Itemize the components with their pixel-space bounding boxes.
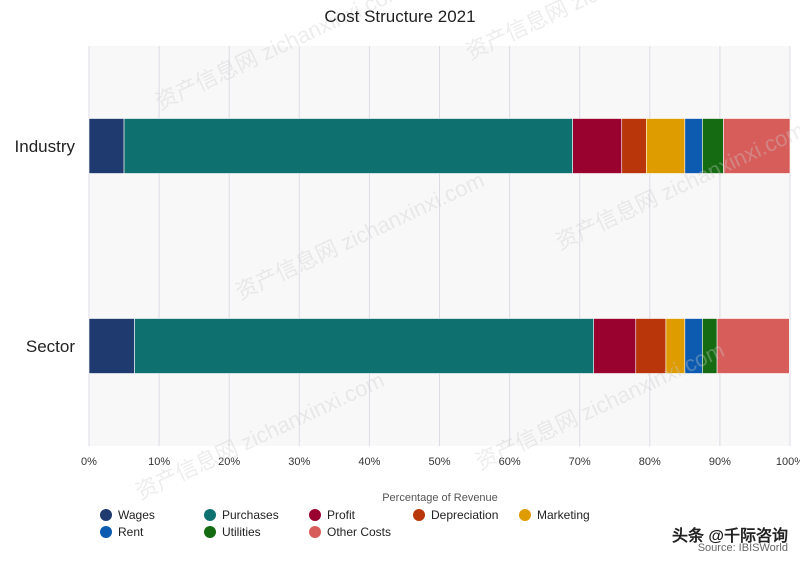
x-tick-label: 80% <box>639 456 661 468</box>
bar-segment-profit <box>593 318 637 374</box>
x-tick-label: 10% <box>148 456 170 468</box>
x-tick-label: 0% <box>81 456 97 468</box>
brand-text: 头条 @千际咨询 <box>672 526 788 545</box>
bar-segment-marketing <box>645 118 686 174</box>
legend-label: Utilities <box>222 525 261 539</box>
grid-lines <box>88 46 791 446</box>
legend-label: Depreciation <box>431 508 498 522</box>
legend-swatch <box>204 526 216 538</box>
legend-swatch <box>519 509 531 521</box>
legend-label: Other Costs <box>327 525 391 539</box>
bar-segment-depreciation <box>621 118 647 174</box>
x-tick-label: 70% <box>569 456 591 468</box>
x-tick-label: 90% <box>709 456 731 468</box>
category-label: Industry <box>15 137 76 156</box>
legend-swatch <box>100 509 112 521</box>
bar-segment-depreciation <box>635 318 667 374</box>
x-tick-label: 40% <box>358 456 380 468</box>
legend-swatch <box>204 509 216 521</box>
legend-swatch <box>413 509 425 521</box>
x-tick-label: 20% <box>218 456 240 468</box>
legend-label: Rent <box>118 525 144 539</box>
source-text: Source: IBISWorld <box>698 542 788 554</box>
x-tick-label: 100% <box>776 456 800 468</box>
legend: Wages Purchases Profit Depreciation Marketin… <box>100 508 590 539</box>
legend-swatch <box>309 526 321 538</box>
chart-title: Cost Structure 2021 <box>324 7 475 26</box>
legend-swatch <box>309 509 321 521</box>
bar-segment-wages <box>88 118 125 174</box>
bar-segment-other-costs <box>716 318 790 374</box>
bar-segment-wages <box>88 318 135 374</box>
bar-segment-other-costs <box>723 118 791 174</box>
bar-segment-profit <box>572 118 623 174</box>
bar-segment-purchases <box>134 318 595 374</box>
x-tick-labels: 0% 10% 20% 30% 40% 50% 60% 70% 80% 90% 100% <box>81 456 800 468</box>
legend-label: Profit <box>327 508 356 522</box>
bars <box>88 118 791 374</box>
x-axis-title: Percentage of Revenue <box>382 492 498 504</box>
category-label: Sector <box>26 337 75 356</box>
legend-label: Marketing <box>537 508 590 522</box>
x-tick-label: 50% <box>428 456 450 468</box>
bar-segment-purchases <box>123 118 573 174</box>
x-tick-label: 60% <box>499 456 521 468</box>
legend-swatch <box>100 526 112 538</box>
category-labels: Industry Sector <box>15 137 76 356</box>
legend-label: Wages <box>118 508 155 522</box>
legend-label: Purchases <box>222 508 279 522</box>
x-tick-label: 30% <box>288 456 310 468</box>
